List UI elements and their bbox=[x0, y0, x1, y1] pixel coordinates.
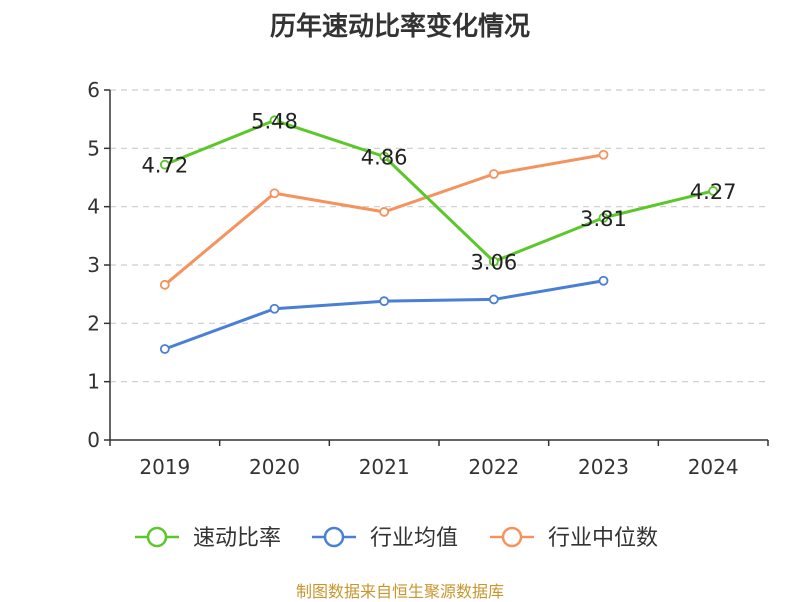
data-label: 4.86 bbox=[361, 146, 408, 170]
series-point-0 bbox=[159, 159, 170, 170]
series-point-0 bbox=[379, 151, 390, 162]
legend-label: 速动比率 bbox=[193, 526, 281, 551]
data-label: 4.72 bbox=[141, 154, 188, 178]
x-tick-label: 2019 bbox=[139, 455, 190, 479]
data-label: 5.48 bbox=[251, 109, 298, 133]
series-line-0 bbox=[164, 118, 714, 263]
y-tick-label: 4 bbox=[87, 195, 100, 219]
series-point-2 bbox=[488, 169, 499, 179]
y-tick-label: 1 bbox=[87, 370, 100, 394]
chart-title: 历年速动比率变化情况 bbox=[269, 12, 530, 42]
series-point-0 bbox=[598, 212, 609, 223]
x-tick-label: 2021 bbox=[359, 455, 410, 479]
legend-label: 行业中位数 bbox=[548, 526, 658, 551]
series-point-0 bbox=[708, 186, 719, 196]
x-tick-label: 2024 bbox=[688, 455, 739, 479]
series-point-2 bbox=[159, 279, 170, 290]
y-tick-label: 0 bbox=[87, 428, 100, 452]
series-point-1 bbox=[379, 296, 390, 307]
series-line-2 bbox=[163, 153, 604, 286]
series-point-0 bbox=[488, 256, 499, 267]
y-tick-label: 5 bbox=[87, 136, 100, 160]
series-point-1 bbox=[598, 275, 609, 286]
data-label: 3.81 bbox=[580, 207, 627, 231]
data-label: 4.27 bbox=[690, 180, 737, 204]
legend-marker bbox=[146, 526, 168, 548]
x-tick-label: 2020 bbox=[249, 455, 300, 479]
series-point-2 bbox=[269, 188, 280, 199]
legend-marker bbox=[323, 526, 345, 548]
series-point-2 bbox=[598, 149, 609, 160]
series-point-1 bbox=[488, 294, 499, 305]
y-tick-label: 6 bbox=[87, 78, 100, 102]
series-point-1 bbox=[269, 303, 280, 314]
y-tick-label: 2 bbox=[87, 311, 100, 335]
series-point-1 bbox=[159, 344, 170, 354]
legend-label: 行业均值 bbox=[370, 526, 458, 551]
y-tick-label: 3 bbox=[87, 253, 100, 277]
series-point-2 bbox=[379, 207, 390, 217]
x-tick-label: 2022 bbox=[468, 455, 519, 479]
source-footer: 制图数据来自恒生聚源数据库 bbox=[295, 582, 504, 601]
series-point-0 bbox=[269, 115, 280, 126]
series-line-1 bbox=[164, 279, 604, 351]
legend-marker bbox=[501, 526, 523, 548]
data-label: 3.06 bbox=[470, 251, 517, 275]
x-tick-label: 2023 bbox=[578, 455, 629, 479]
